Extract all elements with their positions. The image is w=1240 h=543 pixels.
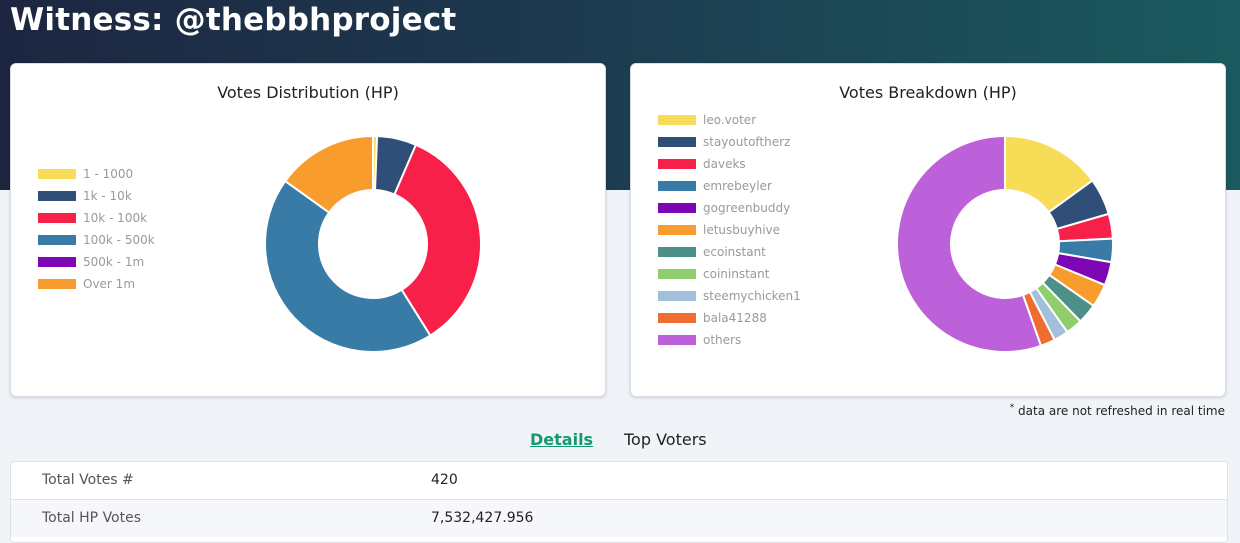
distribution-legend-item[interactable]: 1 - 1000 [38, 163, 155, 185]
breakdown-legend-swatch [658, 115, 696, 125]
total-hp-votes-label: Total HP Votes [42, 510, 142, 526]
breakdown-legend-swatch [658, 159, 696, 169]
breakdown-legend-label: letusbuyhive [703, 223, 781, 237]
breakdown-slice-others[interactable] [896, 134, 1043, 353]
refresh-note: * data are not refreshed in real time [1010, 403, 1225, 418]
breakdown-legend-item[interactable]: gogreenbuddy [658, 197, 801, 219]
distribution-legend-item[interactable]: Over 1m [38, 273, 155, 295]
tab-details[interactable]: Details [530, 430, 594, 449]
breakdown-legend-item[interactable]: leo.voter [658, 109, 801, 131]
distribution-legend-item[interactable]: 100k - 500k [38, 229, 155, 251]
breakdown-legend-item[interactable]: stayoutoftherz [658, 131, 801, 153]
distribution-slice-over-1m[interactable] [283, 134, 374, 214]
distribution-legend-swatch [38, 213, 76, 223]
distribution-legend-item[interactable]: 10k - 100k [38, 207, 155, 229]
breakdown-legend-label: steemychicken1 [703, 289, 801, 303]
breakdown-legend-label: gogreenbuddy [703, 201, 791, 215]
distribution-legend-swatch [38, 235, 76, 245]
breakdown-legend-item[interactable]: ecoinstant [658, 241, 801, 263]
breakdown-legend-swatch [658, 225, 696, 235]
breakdown-legend-item[interactable]: others [658, 329, 801, 351]
votes-breakdown-donut [896, 134, 1114, 353]
breakdown-legend-label: ecoinstant [703, 245, 766, 259]
breakdown-legend-item[interactable]: emrebeyler [658, 175, 801, 197]
distribution-legend-label: Over 1m [83, 277, 136, 291]
note-asterisk: * [1009, 403, 1015, 413]
breakdown-legend-swatch [658, 203, 696, 213]
distribution-slice-100k-500k[interactable] [264, 179, 432, 353]
distribution-legend-label: 1 - 1000 [83, 167, 134, 181]
breakdown-legend-item[interactable]: coininstant [658, 263, 801, 285]
details-table: Total Votes # 420 Total HP Votes 7,532,4… [10, 461, 1228, 543]
breakdown-legend-item[interactable]: daveks [658, 153, 801, 175]
votes-breakdown-legend: leo.voter stayoutoftherz daveks emrebeyler g… [658, 109, 801, 351]
breakdown-legend-label: coininstant [703, 267, 770, 281]
page-title: Witness: @thebbhproject [10, 2, 457, 38]
total-votes-value: 420 [431, 472, 458, 488]
distribution-legend-swatch [38, 169, 76, 179]
distribution-legend-label: 500k - 1m [83, 255, 145, 269]
note-text: data are not refreshed in real time [1018, 404, 1225, 418]
distribution-legend-label: 1k - 10k [83, 189, 132, 203]
breakdown-legend-label: bala41288 [703, 311, 767, 325]
distribution-slice-10k-100k[interactable] [393, 143, 482, 337]
breakdown-legend-label: others [703, 333, 742, 347]
distribution-legend-item[interactable]: 1k - 10k [38, 185, 155, 207]
breakdown-legend-swatch [658, 137, 696, 147]
votes-distribution-legend: 1 - 1000 1k - 10k 10k - 100k 100k - 500k 500… [38, 163, 155, 295]
total-votes-label: Total Votes # [42, 472, 134, 488]
breakdown-legend-swatch [658, 247, 696, 257]
votes-breakdown-title: Votes Breakdown (HP) [839, 83, 1017, 102]
breakdown-legend-label: daveks [703, 157, 746, 171]
breakdown-legend-swatch [658, 181, 696, 191]
tab-top-voters[interactable]: Top Voters [624, 430, 707, 449]
breakdown-legend-swatch [658, 335, 696, 345]
votes-distribution-card: Votes Distribution (HP) 1 - 1000 1k - 10k… [10, 63, 606, 397]
breakdown-legend-swatch [658, 291, 696, 301]
breakdown-legend-item[interactable]: letusbuyhive [658, 219, 801, 241]
breakdown-legend-swatch [658, 313, 696, 323]
table-row: Total HP Votes 7,532,427.956 [11, 499, 1227, 537]
distribution-legend-item[interactable]: 500k - 1m [38, 251, 155, 273]
distribution-legend-swatch [38, 191, 76, 201]
votes-distribution-title: Votes Distribution (HP) [217, 83, 399, 102]
breakdown-legend-label: emrebeyler [703, 179, 772, 193]
breakdown-legend-swatch [658, 269, 696, 279]
distribution-legend-swatch [38, 257, 76, 267]
breakdown-legend-item[interactable]: bala41288 [658, 307, 801, 329]
breakdown-legend-label: stayoutoftherz [703, 135, 791, 149]
breakdown-legend-label: leo.voter [703, 113, 757, 127]
distribution-legend-label: 10k - 100k [83, 211, 148, 225]
votes-distribution-donut [264, 134, 482, 353]
total-hp-votes-value: 7,532,427.956 [431, 510, 534, 526]
tabs: Details Top Voters [0, 430, 1240, 454]
table-row: Total Votes # 420 [11, 462, 1227, 499]
distribution-legend-swatch [38, 279, 76, 289]
distribution-legend-label: 100k - 500k [83, 233, 155, 247]
votes-breakdown-card: Votes Breakdown (HP) leo.voter stayoutoft… [630, 63, 1226, 397]
breakdown-legend-item[interactable]: steemychicken1 [658, 285, 801, 307]
